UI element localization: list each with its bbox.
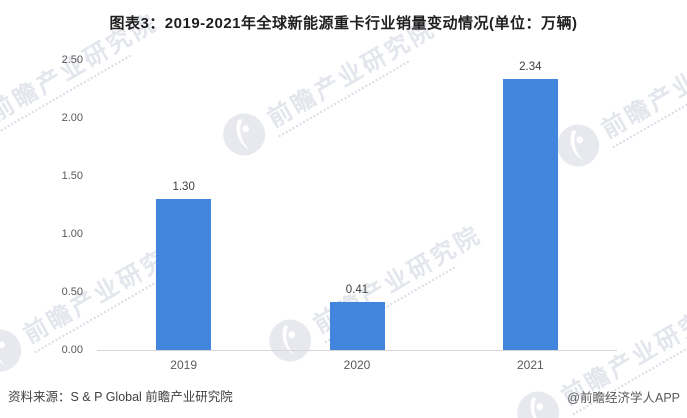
y-tick-label: 2.00 [61,112,83,124]
bar-2020 [329,302,385,350]
y-tick-label: 2.50 [61,54,83,66]
x-axis-line [97,350,617,351]
app-credit: @前瞻经济学人APP [567,391,680,405]
y-tick-label: 1.50 [61,170,83,182]
bar-2021 [502,78,558,350]
x-tick-label: 2020 [343,358,371,372]
x-tick-label: 2021 [516,358,544,372]
y-tick-label: 0.00 [61,344,83,356]
source-note: 资料来源：S & P Global 前瞻产业研究院 [8,390,233,404]
y-tick-label: 1.00 [61,228,83,240]
bar-value-label: 0.41 [345,284,369,297]
x-tick-label: 2019 [170,358,198,372]
y-tick-label: 0.50 [61,286,83,298]
chart-title: 图表3：2019-2021年全球新能源重卡行业销量变动情况(单位：万辆) [109,15,578,32]
bar-value-label: 2.34 [519,60,542,73]
bar-value-label: 1.30 [172,181,195,194]
bar-2019 [156,199,212,350]
